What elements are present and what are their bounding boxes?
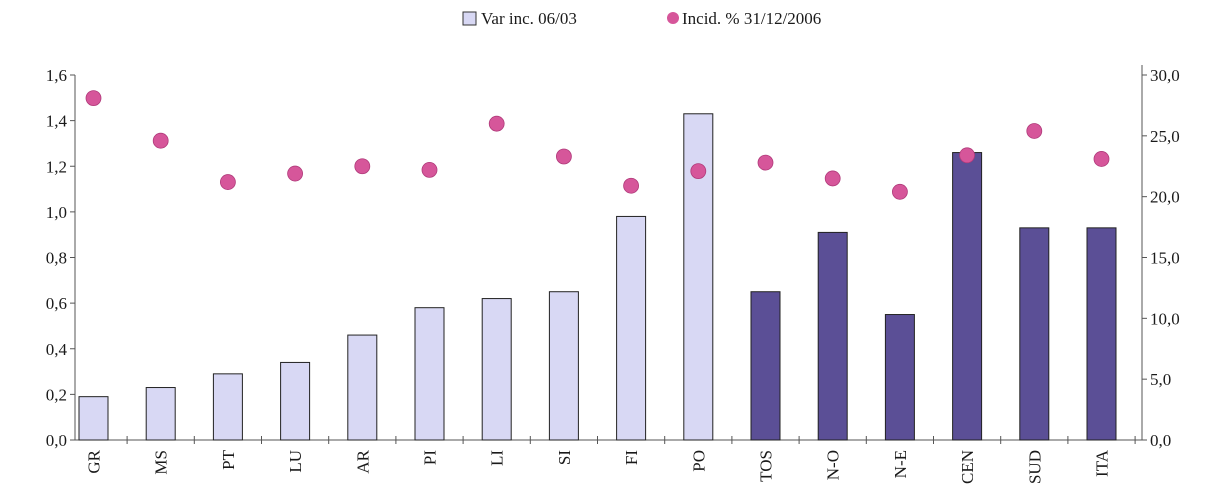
right-axis-tick-label: 5,0 [1150, 370, 1171, 389]
dot-pt [219, 174, 236, 190]
x-axis-category-label: PI [421, 450, 440, 465]
dot-li [488, 115, 505, 132]
right-axis-tick-label: 30,0 [1150, 66, 1180, 85]
dot-ms [152, 132, 169, 149]
x-axis-category-label: TOS [757, 450, 776, 482]
bar-po [683, 113, 714, 441]
left-axis-tick-label: 1,6 [46, 66, 67, 85]
dot-n-e [892, 183, 908, 200]
dot-gr [85, 90, 102, 107]
bar-ita [1086, 227, 1117, 441]
left-axis-tick-label: 1,0 [46, 203, 67, 222]
x-axis-category-label: AR [353, 449, 372, 473]
x-axis-category-label: PT [219, 449, 238, 469]
dot-ar [354, 158, 371, 175]
dot-cen [959, 147, 975, 164]
x-axis-category-label: SUD [1025, 450, 1044, 484]
x-axis-category-label: N-O [824, 450, 843, 480]
left-axis-tick-label: 1,4 [46, 112, 68, 131]
legend-marker-dots [667, 12, 679, 24]
dot-pi [421, 161, 438, 178]
right-axis-tick-label: 25,0 [1150, 127, 1180, 146]
bar-tos [750, 291, 781, 441]
plot-area: 0,0 0,2 0,4 0,6 0,8 1,0 1,2 1,4 1,6 0,0 5,0 10,0 15,… [46, 65, 1180, 484]
x-axis-category-label: LI [488, 450, 507, 466]
legend: Var inc. 06/03 Incid. % 31/12/2006 [462, 9, 821, 28]
legend-label-bars: Var inc. 06/03 [481, 9, 577, 28]
left-axis-tick-label: 0,6 [46, 294, 67, 313]
x-axis-category-label: FI [622, 450, 641, 465]
dot-sud [1026, 123, 1043, 139]
dot-tos [757, 154, 774, 171]
right-axis-tick-label: 0,0 [1150, 431, 1171, 450]
left-axis-tick-label: 0,8 [46, 249, 67, 268]
x-axis-category-label: ITA [1093, 449, 1112, 477]
dot-lu [287, 165, 304, 182]
bar-li [481, 298, 512, 441]
legend-label-dots: Incid. % 31/12/2006 [682, 9, 821, 28]
x-axis-category-label: MS [152, 450, 171, 475]
x-axis-category-label: PO [689, 450, 708, 472]
dot-po [690, 163, 707, 180]
bar-n-o [817, 231, 848, 441]
dot-si [556, 148, 572, 165]
bar-cen [952, 152, 983, 441]
dot-n-o [824, 170, 841, 187]
x-axis-category-label: GR [85, 449, 104, 473]
bar-n-e [884, 314, 915, 441]
bar-sud [1019, 227, 1050, 441]
bar-ar [347, 334, 378, 441]
x-axis-category-label: CEN [958, 450, 977, 484]
bar-lu [280, 361, 311, 441]
dot-ita [1093, 151, 1110, 167]
x-axis-category-label: LU [286, 450, 305, 473]
bar-fi [616, 215, 647, 441]
right-axis-tick-label: 10,0 [1150, 309, 1180, 328]
right-axis-tick-label: 15,0 [1150, 249, 1180, 268]
x-axis-category-label: N-E [891, 450, 910, 478]
bar-pi [414, 307, 445, 441]
legend-swatch-bars [462, 11, 477, 26]
bar-pt [212, 373, 243, 441]
right-axis-tick-label: 20,0 [1150, 188, 1180, 207]
bar-si [548, 291, 579, 441]
left-axis-tick-label: 0,0 [46, 431, 67, 450]
dot-fi [623, 177, 639, 194]
x-axis-category-label: SI [555, 450, 574, 465]
bar-gr [78, 396, 109, 441]
bar-ms [145, 387, 176, 441]
left-axis-tick-label: 0,4 [46, 340, 68, 359]
left-axis-tick-label: 0,2 [46, 385, 67, 404]
left-axis-tick-label: 1,2 [46, 157, 67, 176]
